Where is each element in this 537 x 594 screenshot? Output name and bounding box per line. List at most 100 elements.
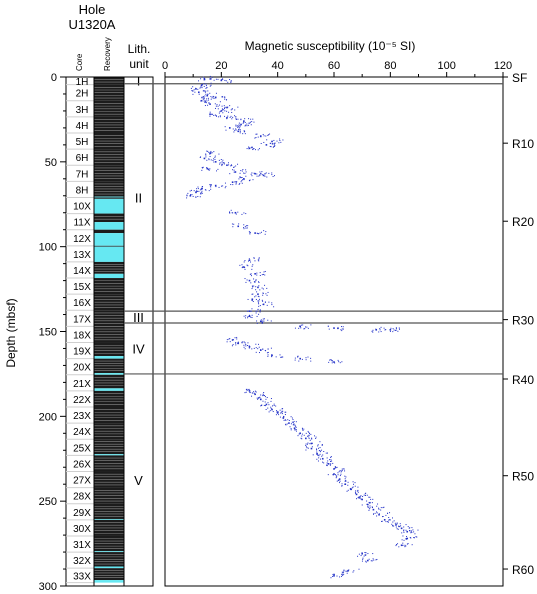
- data-point-scatter: [257, 259, 259, 261]
- data-point-scatter: [326, 462, 328, 464]
- data-point-scatter: [231, 108, 233, 110]
- data-point-scatter: [239, 176, 241, 178]
- data-point-scatter: [213, 151, 215, 153]
- core-label: 10X: [73, 202, 91, 213]
- data-point-scatter: [239, 131, 241, 133]
- data-point-scatter: [211, 152, 213, 154]
- data-point-scatter: [211, 76, 213, 78]
- data-point: [259, 135, 262, 138]
- data-point-scatter: [199, 196, 201, 198]
- data-point-scatter: [392, 517, 394, 519]
- data-point-scatter: [212, 113, 214, 115]
- data-point: [378, 513, 380, 516]
- data-point-scatter: [317, 445, 319, 447]
- data-point-scatter: [189, 190, 191, 192]
- data-point-scatter: [334, 467, 336, 469]
- data-point-scatter: [381, 520, 383, 522]
- data-point-scatter: [234, 115, 236, 117]
- data-point-scatter: [219, 116, 221, 118]
- data-point-scatter: [395, 329, 397, 331]
- data-point-scatter: [231, 111, 233, 113]
- data-point-scatter: [334, 466, 336, 468]
- core-label: 2H: [76, 89, 89, 100]
- data-point-scatter: [279, 140, 281, 142]
- data-point-scatter: [271, 304, 273, 306]
- core-label: 12X: [73, 234, 91, 245]
- data-point-scatter: [209, 184, 211, 186]
- data-point-scatter: [292, 421, 294, 423]
- data-point-scatter: [229, 211, 231, 213]
- data-point-scatter: [196, 188, 198, 190]
- data-point-scatter: [358, 496, 360, 498]
- data-point-scatter: [270, 406, 272, 408]
- data-point-scatter: [258, 175, 260, 177]
- data-point: [257, 293, 259, 295]
- data-point-scatter: [243, 266, 245, 268]
- data-point-scatter: [228, 111, 230, 113]
- data-point-scatter: [207, 90, 209, 92]
- data-point-scatter: [265, 231, 267, 233]
- data-point-scatter: [280, 141, 282, 143]
- data-point-scatter: [215, 97, 217, 99]
- data-point-scatter: [201, 87, 203, 89]
- data-point-scatter: [381, 520, 383, 522]
- data-point-scatter: [245, 171, 247, 173]
- data-point-scatter: [244, 317, 246, 319]
- data-point-scatter: [371, 502, 373, 504]
- data-point-scatter: [330, 456, 332, 458]
- data-point-scatter: [270, 320, 272, 322]
- data-point-scatter: [204, 100, 206, 102]
- data-point-scatter: [358, 497, 360, 499]
- data-point-scatter: [341, 485, 343, 487]
- data-point-scatter: [272, 146, 274, 148]
- data-point-scatter: [277, 411, 279, 413]
- data-point-scatter: [378, 507, 380, 509]
- data-point-scatter: [245, 225, 247, 227]
- data-point-scatter: [243, 172, 245, 174]
- data-point-scatter: [265, 172, 267, 174]
- x-tick-label: 40: [272, 60, 284, 72]
- data-point-scatter: [274, 142, 276, 144]
- data-point-scatter: [234, 181, 236, 183]
- data-point-scatter: [235, 116, 237, 118]
- data-point: [237, 130, 240, 133]
- data-point-scatter: [223, 109, 225, 111]
- data-point-scatter: [361, 504, 363, 506]
- data-point-scatter: [219, 111, 221, 113]
- data-point-scatter: [206, 86, 208, 88]
- data-point-scatter: [204, 95, 206, 97]
- data-point-scatter: [254, 393, 256, 395]
- data-point-scatter: [380, 331, 382, 333]
- data-point-scatter: [270, 347, 272, 349]
- data-point-scatter: [411, 527, 413, 529]
- data-point-scatter: [242, 341, 244, 343]
- data-point-scatter: [256, 232, 258, 234]
- data-point-scatter: [271, 405, 273, 407]
- data-point-scatter: [251, 146, 253, 148]
- data-point-scatter: [213, 96, 215, 98]
- data-point-scatter: [251, 395, 253, 397]
- data-point-scatter: [205, 153, 207, 155]
- data-point-scatter: [333, 573, 335, 575]
- data-point-scatter: [400, 525, 402, 527]
- data-point-scatter: [259, 310, 261, 312]
- data-point-scatter: [267, 351, 269, 353]
- data-point: [248, 315, 251, 318]
- data-point-scatter: [217, 108, 219, 110]
- data-point-scatter: [284, 411, 286, 413]
- data-point: [248, 259, 251, 262]
- data-point-scatter: [262, 395, 264, 397]
- data-point-scatter: [202, 166, 204, 168]
- data-point-scatter: [248, 148, 250, 150]
- data-point-scatter: [375, 328, 377, 330]
- data-point-scatter: [229, 212, 231, 214]
- data-point-scatter: [248, 258, 250, 260]
- data-point-scatter: [236, 125, 238, 127]
- data-point-scatter: [346, 572, 348, 574]
- data-point-scatter: [217, 168, 219, 170]
- data-point-scatter: [253, 281, 255, 283]
- data-point-scatter: [273, 175, 275, 177]
- data-point-scatter: [270, 398, 272, 400]
- data-point-scatter: [237, 127, 239, 129]
- data-point-scatter: [201, 187, 203, 189]
